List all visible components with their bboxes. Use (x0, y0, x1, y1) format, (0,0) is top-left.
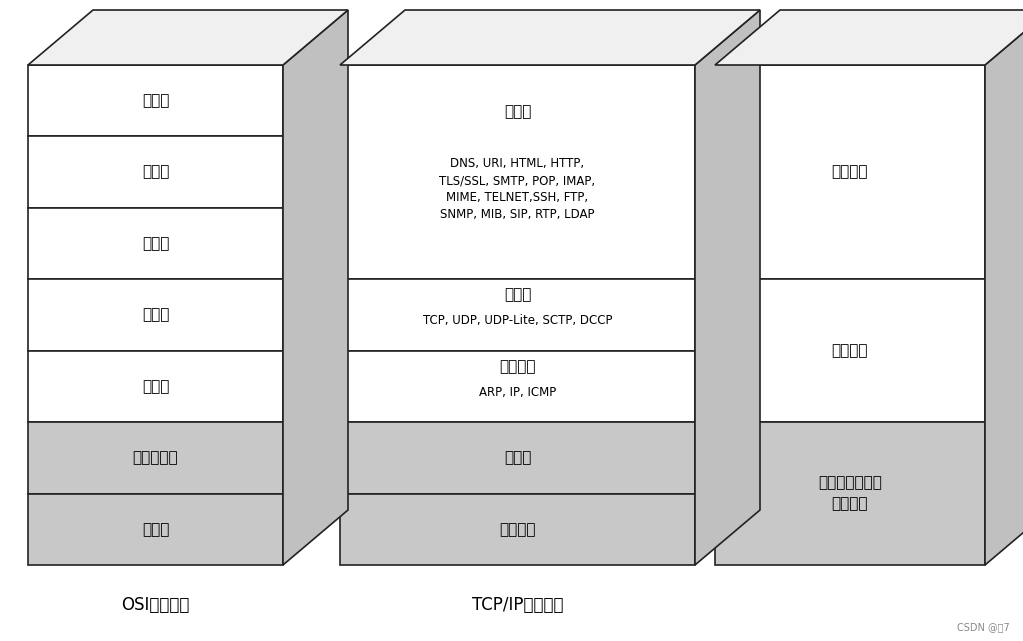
Polygon shape (340, 422, 695, 494)
Text: 网络层: 网络层 (142, 379, 169, 394)
Polygon shape (28, 10, 348, 65)
Polygon shape (28, 279, 283, 351)
Polygon shape (340, 351, 695, 422)
Polygon shape (715, 65, 985, 279)
Text: 操作系统: 操作系统 (832, 343, 869, 358)
Polygon shape (715, 279, 985, 422)
Text: 表示层: 表示层 (142, 165, 169, 179)
Text: 网卡层: 网卡层 (503, 451, 531, 465)
Text: TCP/IP分层模型: TCP/IP分层模型 (472, 596, 564, 614)
Text: ARP, IP, ICMP: ARP, IP, ICMP (479, 386, 557, 399)
Text: 会话层: 会话层 (142, 236, 169, 251)
Polygon shape (340, 494, 695, 565)
Polygon shape (28, 208, 283, 279)
Text: 应用层: 应用层 (142, 93, 169, 108)
Text: 物理层: 物理层 (142, 522, 169, 537)
Text: 设备驱动程序与
网络接口: 设备驱动程序与 网络接口 (818, 476, 882, 512)
Polygon shape (340, 10, 760, 65)
Polygon shape (340, 279, 695, 351)
Text: TCP, UDP, UDP-Lite, SCTP, DCCP: TCP, UDP, UDP-Lite, SCTP, DCCP (422, 314, 612, 327)
Polygon shape (28, 137, 283, 208)
Text: （硬件）: （硬件） (499, 522, 536, 537)
Polygon shape (28, 422, 283, 494)
Polygon shape (28, 494, 283, 565)
Text: DNS, URI, HTML, HTTP,
TLS/SSL, SMTP, POP, IMAP,
MIME, TELNET,SSH, FTP,
SNMP, MIB: DNS, URI, HTML, HTTP, TLS/SSL, SMTP, POP… (440, 157, 595, 221)
Polygon shape (715, 10, 1023, 65)
Text: 应用程序: 应用程序 (832, 165, 869, 179)
Text: 互联网层: 互联网层 (499, 359, 536, 374)
Text: 传输层: 传输层 (142, 308, 169, 322)
Text: 传输层: 传输层 (503, 288, 531, 303)
Polygon shape (340, 65, 695, 279)
Polygon shape (28, 351, 283, 422)
Text: 应用层: 应用层 (503, 104, 531, 120)
Polygon shape (985, 10, 1023, 565)
Text: CSDN @乷7: CSDN @乷7 (958, 622, 1010, 632)
Polygon shape (695, 10, 760, 565)
Polygon shape (715, 422, 985, 565)
Text: OSI参考模型: OSI参考模型 (122, 596, 189, 614)
Polygon shape (283, 10, 348, 565)
Polygon shape (28, 65, 283, 137)
Text: 数据链路层: 数据链路层 (133, 451, 178, 465)
